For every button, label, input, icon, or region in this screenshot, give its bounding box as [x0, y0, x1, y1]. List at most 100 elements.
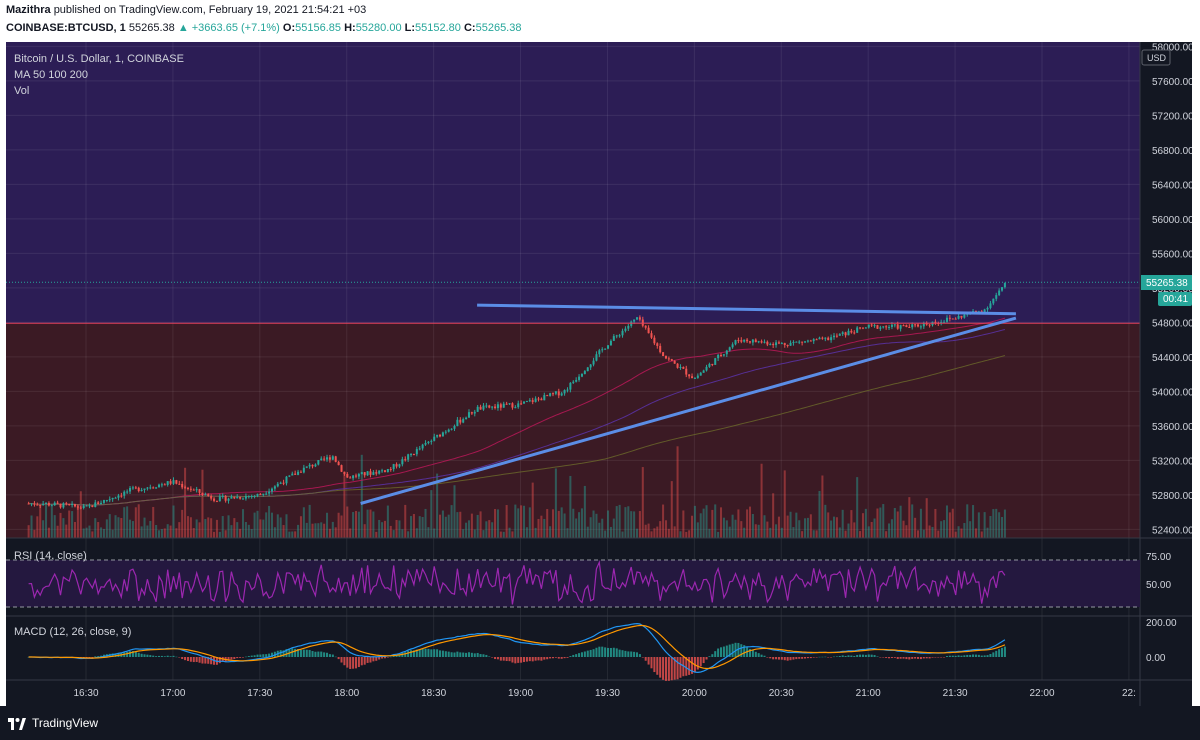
candle-body: [441, 432, 444, 437]
macd-hist-bar: [751, 650, 754, 657]
macd-hist-bar: [899, 657, 902, 659]
volume-bar: [436, 473, 439, 538]
ohlc-line: COINBASE:BTCUSD, 1 55265.38 ▲ +3663.65 (…: [6, 22, 521, 34]
volume-bar: [699, 513, 702, 538]
candle-body: [864, 327, 867, 329]
candle-body: [537, 398, 540, 400]
volume-bar: [893, 508, 896, 538]
candle-body: [297, 471, 300, 475]
volume-bar: [714, 504, 717, 538]
volume-bar: [369, 509, 372, 538]
volume-bar: [42, 520, 45, 538]
volume-bar: [459, 511, 462, 538]
volume-bar: [523, 505, 526, 538]
author[interactable]: Mazithra: [6, 4, 51, 16]
macd-hist-bar: [302, 649, 305, 657]
volume-bar: [630, 511, 633, 538]
candle-body: [659, 345, 662, 353]
macd-hist-bar: [783, 657, 786, 661]
volume-bar: [114, 515, 117, 538]
candle-body: [146, 487, 149, 489]
macd-hist-bar: [720, 647, 723, 657]
volume-bar: [218, 531, 221, 538]
macd-hist-bar: [580, 652, 583, 657]
candle-body: [943, 321, 946, 323]
chart-header: Mazithra published on TradingView.com, F…: [0, 0, 1200, 40]
candle-body: [760, 341, 763, 343]
candle-body: [699, 372, 702, 376]
macd-hist-bar: [607, 647, 610, 657]
candle-body: [282, 482, 285, 484]
macd-tick-0: 0.00: [1146, 653, 1166, 664]
volume-bar: [650, 531, 653, 538]
chart-svg[interactable]: 58000.00 57600.00 57200.00 56800.00 56400.00…: [6, 42, 1194, 706]
candle-body: [456, 419, 459, 426]
symbol-label[interactable]: COINBASE:BTCUSD, 1: [6, 22, 126, 34]
volume-bar: [302, 507, 305, 538]
macd-hist-bar: [821, 656, 824, 658]
time-tick: 17:00: [160, 688, 185, 699]
candle-body: [369, 471, 372, 475]
lower-zone: [6, 323, 1140, 538]
volume-bar: [305, 522, 308, 538]
volume-bar: [743, 527, 746, 538]
candle-body: [418, 448, 421, 450]
volume-bar: [441, 510, 444, 538]
macd-hist-bar: [995, 650, 998, 657]
macd-hist-bar: [259, 654, 262, 657]
macd-hist-bar: [517, 657, 520, 663]
macd-hist-bar: [604, 647, 607, 657]
volume-bar: [157, 530, 161, 538]
macd-hist-bar: [873, 655, 876, 657]
volume-bar: [514, 504, 517, 538]
open-label: O:: [282, 22, 296, 34]
macd-hist-bar: [253, 655, 256, 657]
volume-bar: [731, 514, 734, 538]
tradingview-logo[interactable]: TradingView: [8, 716, 98, 730]
volume-bar: [189, 517, 192, 538]
candle-body: [302, 467, 305, 473]
candle-body: [285, 476, 288, 484]
candle-body: [366, 471, 369, 476]
candle-body: [667, 358, 670, 360]
volume-bar: [554, 468, 557, 538]
volume-bar: [250, 529, 253, 538]
candle-body: [766, 341, 769, 345]
macd-hist-bar: [462, 652, 465, 657]
volume-bar: [911, 504, 914, 538]
candle-body: [775, 342, 778, 346]
candle-body: [578, 376, 581, 380]
volume-bar: [656, 526, 659, 538]
macd-hist-bar: [650, 657, 653, 669]
chart-frame[interactable]: 58000.00 57600.00 57200.00 56800.00 56400.00…: [6, 42, 1194, 706]
macd-hist-bar: [963, 655, 966, 657]
macd-hist-bar: [563, 657, 566, 659]
time-tick: 21:00: [856, 688, 881, 699]
candle-body: [595, 354, 598, 361]
macd-hist-bar: [832, 656, 836, 658]
currency-box[interactable]: [1141, 49, 1171, 66]
candle-body: [717, 354, 720, 359]
volume-bar: [633, 511, 636, 538]
volume-bar: [598, 522, 601, 538]
macd-hist-bar: [850, 655, 853, 657]
candle-body: [809, 340, 812, 342]
macd-hist-bar: [560, 657, 563, 659]
macd-hist-bar: [421, 648, 424, 657]
volume-bar: [412, 514, 415, 538]
candle-body: [33, 503, 36, 505]
candle-body: [155, 487, 158, 489]
candle-body: [224, 495, 227, 501]
candle-body: [305, 466, 308, 468]
volume-bar: [354, 510, 358, 538]
macd-hist-bar: [864, 654, 867, 657]
volume-bar: [105, 519, 108, 538]
volume-bar: [334, 527, 337, 538]
candle-body: [407, 454, 410, 460]
candle-body: [546, 395, 549, 397]
macd-hist-bar: [470, 652, 473, 657]
candle-body: [430, 440, 433, 442]
macd-hist-bar: [566, 657, 569, 658]
candle-body: [45, 502, 48, 504]
volume-bar: [65, 524, 68, 538]
